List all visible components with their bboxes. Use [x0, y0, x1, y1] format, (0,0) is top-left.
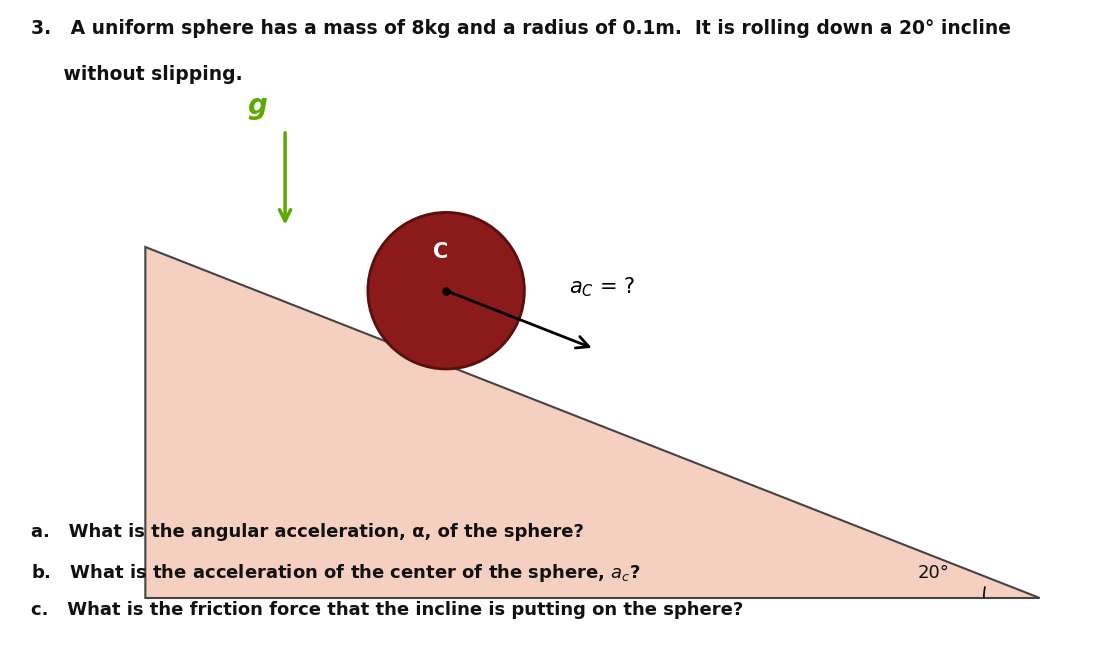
- Text: b.   What is the acceleration of the center of the sphere, $a_c$?: b. What is the acceleration of the cente…: [31, 562, 641, 584]
- Text: c.   What is the friction force that the incline is putting on the sphere?: c. What is the friction force that the i…: [31, 601, 743, 619]
- Text: g: g: [247, 92, 267, 120]
- Text: a.   What is the angular acceleration, α, of the sphere?: a. What is the angular acceleration, α, …: [31, 523, 585, 541]
- Text: $a_C$ = ?: $a_C$ = ?: [569, 276, 635, 300]
- Text: 3.   A uniform sphere has a mass of 8kg and a radius of 0.1m.  It is rolling dow: 3. A uniform sphere has a mass of 8kg an…: [31, 20, 1012, 38]
- Text: 20°: 20°: [918, 564, 949, 582]
- Text: without slipping.: without slipping.: [31, 65, 243, 84]
- Ellipse shape: [368, 213, 524, 369]
- Polygon shape: [145, 247, 1040, 598]
- Text: C: C: [433, 242, 448, 261]
